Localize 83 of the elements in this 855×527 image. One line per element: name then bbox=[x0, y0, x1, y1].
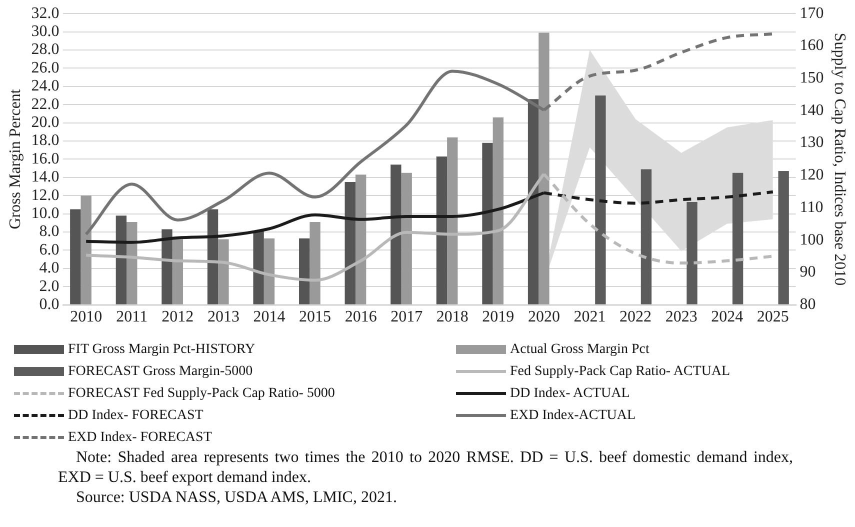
bar bbox=[390, 164, 402, 304]
bar bbox=[538, 32, 550, 304]
legend-label: EXD Index- FORECAST bbox=[68, 430, 212, 446]
y-tick-label: 12.0 bbox=[31, 186, 60, 204]
x-tick-label: 2011 bbox=[116, 308, 148, 326]
bar bbox=[80, 196, 92, 304]
x-tick-label: 2016 bbox=[344, 308, 377, 326]
y2-tick-label: 100 bbox=[800, 231, 824, 248]
y-axis-title: Gross Margin Percent bbox=[6, 88, 24, 230]
bar bbox=[401, 172, 412, 304]
x-tick-label: 2025 bbox=[756, 308, 789, 326]
bar bbox=[126, 222, 138, 304]
y2-tick-label: 120 bbox=[800, 166, 824, 184]
x-tick-label: 2019 bbox=[482, 308, 514, 326]
legend-label: FORECAST Gross Margin-5000 bbox=[68, 364, 253, 380]
legend-label: FIT Gross Margin Pct-HISTORY bbox=[68, 342, 256, 358]
x-tick-label: 2018 bbox=[436, 308, 468, 326]
y2-tick-label: 110 bbox=[800, 198, 824, 216]
y-tick-label: 16.0 bbox=[31, 150, 60, 168]
bar bbox=[162, 229, 172, 304]
bar bbox=[436, 156, 448, 304]
y-tick-label: 24.0 bbox=[31, 78, 60, 95]
bar bbox=[355, 174, 366, 304]
bar bbox=[264, 238, 275, 304]
bar bbox=[344, 182, 356, 304]
y-tick-label: 26.0 bbox=[31, 59, 60, 76]
x-tick-label: 2023 bbox=[665, 308, 698, 326]
y-tick-label: 10.0 bbox=[31, 205, 60, 222]
legend-label: Actual Gross Margin Pct bbox=[510, 342, 650, 358]
y-tick-label: 20.0 bbox=[31, 114, 60, 132]
y2-tick-label: 130 bbox=[800, 134, 824, 152]
x-tick-label: 2017 bbox=[390, 308, 423, 326]
y2-tick-label: 80 bbox=[800, 296, 816, 314]
x-tick-label: 2010 bbox=[70, 308, 102, 326]
legend-label: FORECAST Fed Supply-Pack Cap Ratio- 5000 bbox=[68, 386, 335, 402]
bar bbox=[778, 171, 789, 304]
x-tick-label: 2013 bbox=[207, 308, 240, 326]
y-tick-label: 6.0 bbox=[39, 241, 60, 258]
y-tick-label: 2.0 bbox=[39, 278, 60, 295]
y-tick-label: 14.0 bbox=[31, 168, 60, 186]
x-tick-label: 2021 bbox=[574, 308, 606, 326]
bar bbox=[70, 209, 81, 304]
bar bbox=[732, 172, 744, 304]
bar bbox=[528, 99, 539, 304]
y-tick-label: 0.0 bbox=[39, 296, 60, 314]
bar bbox=[482, 142, 493, 304]
x-tick-label: 2024 bbox=[711, 308, 744, 326]
bar bbox=[253, 231, 264, 304]
y2-tick-label: 160 bbox=[800, 37, 824, 54]
y2-axis-title: Supply to Cap Ratio, Indices base 2010 bbox=[831, 32, 848, 286]
x-tick-label: 2012 bbox=[162, 308, 194, 326]
x-tick-label: 2020 bbox=[528, 308, 560, 326]
bar bbox=[310, 222, 320, 304]
legend-label: DD Index- ACTUAL bbox=[510, 386, 630, 402]
y-tick-label: 30.0 bbox=[31, 23, 60, 40]
bar bbox=[218, 239, 229, 304]
bar bbox=[595, 96, 606, 304]
bar bbox=[299, 238, 310, 304]
x-tick-label: 2022 bbox=[620, 308, 652, 326]
y-tick-label: 4.0 bbox=[39, 260, 60, 277]
x-tick-label: 2015 bbox=[299, 308, 332, 326]
bar bbox=[640, 169, 652, 304]
bar bbox=[172, 239, 184, 304]
legend-label: EXD Index-ACTUAL bbox=[510, 408, 636, 424]
y-tick-label: 28.0 bbox=[31, 41, 60, 58]
y2-tick-label: 150 bbox=[800, 70, 824, 87]
y-tick-label: 18.0 bbox=[31, 132, 60, 150]
y2-tick-label: 140 bbox=[800, 102, 824, 119]
y2-tick-label: 170 bbox=[800, 4, 824, 22]
legend-label: Fed Supply-Pack Cap Ratio- ACTUAL bbox=[510, 364, 730, 380]
x-tick-label: 2014 bbox=[253, 308, 286, 326]
bar bbox=[447, 137, 458, 304]
text: Note: Shaded area represents two times the 2010 to 2020 RMSE. DD = U.S. beef domestic demand index, EXD = U.S. beef export demand index. bbox=[58, 448, 793, 488]
legend-label: DD Index- FORECAST bbox=[68, 408, 204, 424]
bar bbox=[207, 209, 218, 304]
y-tick-label: 8.0 bbox=[39, 223, 60, 240]
y-tick-label: 32.0 bbox=[31, 4, 60, 22]
y-tick-label: 22.0 bbox=[31, 96, 60, 113]
y2-tick-label: 90 bbox=[800, 264, 816, 281]
bar bbox=[686, 202, 698, 304]
bar bbox=[116, 216, 127, 304]
source-note: Source: USDA NASS, USDA AMS, LMIC, 2021. bbox=[75, 488, 398, 508]
bar bbox=[492, 117, 504, 304]
